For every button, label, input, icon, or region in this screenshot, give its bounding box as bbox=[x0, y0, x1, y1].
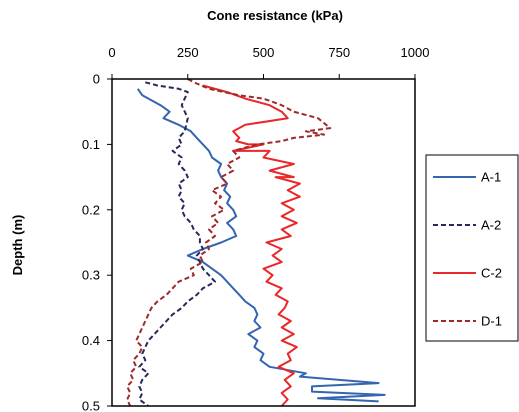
y-tick-label: 0.3 bbox=[82, 268, 100, 283]
legend-box bbox=[425, 154, 519, 342]
y-tick-label: 0 bbox=[93, 72, 100, 87]
x-tick-label: 0 bbox=[108, 45, 115, 60]
legend-label: C-2 bbox=[481, 266, 502, 281]
x-tick-label: 750 bbox=[328, 45, 350, 60]
x-tick-label: 1000 bbox=[401, 45, 430, 60]
series-line-c-2 bbox=[202, 84, 301, 406]
y-axis-title: Depth (m) bbox=[10, 215, 25, 276]
x-tick-label: 250 bbox=[177, 45, 199, 60]
series-line-a-1 bbox=[136, 88, 386, 403]
y-tick-label: 0.1 bbox=[82, 137, 100, 152]
x-axis-ticks: 0 250 500 750 1000 bbox=[108, 45, 429, 79]
series-line-a-2 bbox=[138, 81, 216, 406]
legend: A-1 A-2 C-2 D-1 bbox=[425, 154, 519, 342]
y-tick-label: 0.4 bbox=[82, 333, 100, 348]
x-axis-title: Cone resistance (kPa) bbox=[207, 8, 343, 23]
plot-frame bbox=[111, 78, 416, 407]
x-tick-label: 500 bbox=[253, 45, 275, 60]
y-axis-ticks: 0 0.1 0.2 0.3 0.4 0.5 bbox=[82, 72, 112, 412]
y-tick-label: 0.5 bbox=[82, 399, 100, 412]
legend-label: D-1 bbox=[481, 314, 502, 329]
plot-area bbox=[126, 79, 386, 406]
y-tick-label: 0.2 bbox=[82, 202, 100, 217]
legend-label: A-1 bbox=[481, 170, 501, 185]
legend-label: A-2 bbox=[481, 218, 501, 233]
series-line-d-1 bbox=[126, 79, 332, 406]
